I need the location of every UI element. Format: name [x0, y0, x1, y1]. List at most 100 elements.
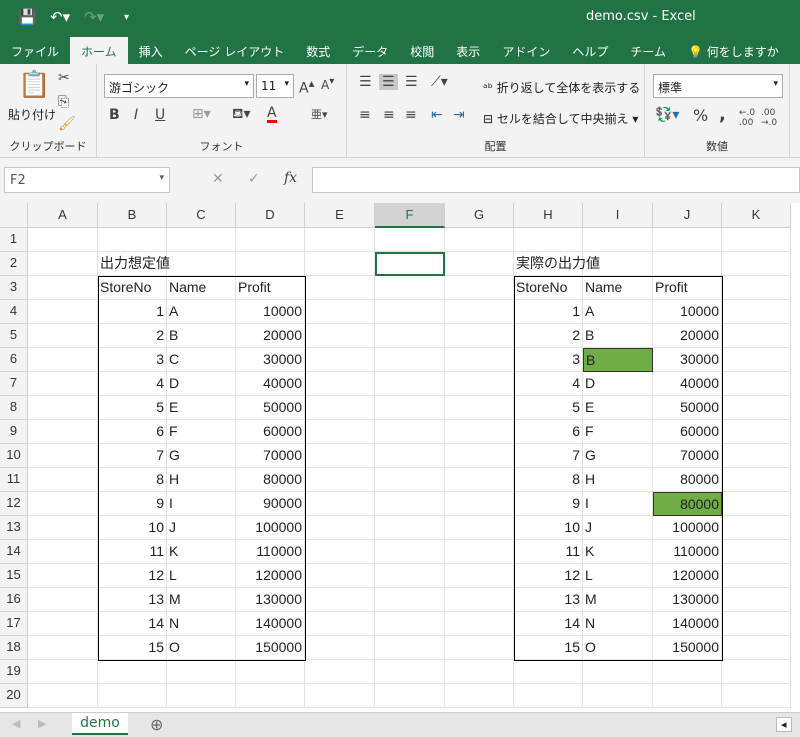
cell-D9[interactable]: 60000	[236, 420, 305, 444]
cell-I6[interactable]: B	[583, 348, 653, 372]
cell-E5[interactable]	[305, 324, 375, 348]
cell-B2[interactable]: 出力想定値	[98, 252, 170, 276]
cell-G1[interactable]	[445, 228, 514, 252]
cell-D1[interactable]	[236, 228, 305, 252]
cell-H5[interactable]: 2	[514, 324, 583, 348]
cell-E19[interactable]	[305, 660, 375, 684]
font-size-select[interactable]: 11 ▾	[256, 74, 294, 98]
number-format-select[interactable]: 標準 ▾	[653, 74, 783, 98]
cell-H15[interactable]: 12	[514, 564, 583, 588]
cell-E17[interactable]	[305, 612, 375, 636]
cell-B11[interactable]: 8	[98, 468, 167, 492]
cell-B20[interactable]	[98, 684, 167, 708]
cell-F17[interactable]	[375, 612, 445, 636]
cell-H1[interactable]	[514, 228, 583, 252]
row-header-14[interactable]: 14	[0, 540, 28, 564]
column-header-G[interactable]: G	[445, 203, 514, 228]
cell-F10[interactable]	[375, 444, 445, 468]
cell-E10[interactable]	[305, 444, 375, 468]
cell-E2[interactable]	[305, 252, 375, 276]
cell-I4[interactable]: A	[583, 300, 653, 324]
cell-A9[interactable]	[28, 420, 98, 444]
row-header-8[interactable]: 8	[0, 396, 28, 420]
cell-F20[interactable]	[375, 684, 445, 708]
row-header-20[interactable]: 20	[0, 684, 28, 708]
cell-B15[interactable]: 12	[98, 564, 167, 588]
cell-K2[interactable]	[722, 252, 791, 276]
format-painter-icon[interactable]: 🖌	[58, 116, 76, 132]
cell-K12[interactable]	[722, 492, 791, 516]
cell-I18[interactable]: O	[583, 636, 653, 660]
cell-A8[interactable]	[28, 396, 98, 420]
cell-C20[interactable]	[167, 684, 236, 708]
align-left-icon[interactable]: ≡	[359, 107, 371, 123]
cell-E13[interactable]	[305, 516, 375, 540]
cell-E18[interactable]	[305, 636, 375, 660]
cell-K19[interactable]	[722, 660, 791, 684]
cell-C11[interactable]: H	[167, 468, 236, 492]
tab-3[interactable]: ページ レイアウト	[184, 45, 285, 59]
wrap-text-button[interactable]: ᵃᵇ 折り返して全体を表示する	[483, 81, 641, 95]
currency-icon[interactable]: 💱▾	[655, 107, 680, 123]
cell-G13[interactable]	[445, 516, 514, 540]
cell-F11[interactable]	[375, 468, 445, 492]
cell-H4[interactable]: 1	[514, 300, 583, 324]
cell-I20[interactable]	[583, 684, 653, 708]
cell-C13[interactable]: J	[167, 516, 236, 540]
decrease-font-icon[interactable]: A▾	[321, 76, 335, 92]
tab-10[interactable]: チーム	[630, 45, 666, 59]
cell-B19[interactable]	[98, 660, 167, 684]
font-name-select[interactable]: 游ゴシック ▾	[104, 74, 254, 98]
cell-G8[interactable]	[445, 396, 514, 420]
cell-C18[interactable]: O	[167, 636, 236, 660]
cell-A16[interactable]	[28, 588, 98, 612]
row-header-10[interactable]: 10	[0, 444, 28, 468]
cell-D7[interactable]: 40000	[236, 372, 305, 396]
cell-F15[interactable]	[375, 564, 445, 588]
sheet-nav-left-icon[interactable]: ◀	[12, 717, 21, 730]
cell-F18[interactable]	[375, 636, 445, 660]
cell-C9[interactable]: F	[167, 420, 236, 444]
cell-H19[interactable]	[514, 660, 583, 684]
cell-C15[interactable]: L	[167, 564, 236, 588]
merge-center-button[interactable]: ⊟ セルを結合して中央揃え ▾	[483, 112, 639, 126]
cell-J11[interactable]: 80000	[653, 468, 722, 492]
row-header-19[interactable]: 19	[0, 660, 28, 684]
cell-F4[interactable]	[375, 300, 445, 324]
cell-A14[interactable]	[28, 540, 98, 564]
cell-A17[interactable]	[28, 612, 98, 636]
redo-icon[interactable]: ↷▾	[84, 8, 105, 26]
cell-F6[interactable]	[375, 348, 445, 372]
cell-K9[interactable]	[722, 420, 791, 444]
cell-C8[interactable]: E	[167, 396, 236, 420]
cell-I16[interactable]: M	[583, 588, 653, 612]
cell-I2[interactable]	[583, 252, 653, 276]
cell-B3[interactable]: StoreNo	[98, 276, 167, 300]
cell-C5[interactable]: B	[167, 324, 236, 348]
cell-G3[interactable]	[445, 276, 514, 300]
column-header-A[interactable]: A	[28, 203, 98, 228]
cell-C2[interactable]	[167, 252, 236, 276]
cell-A6[interactable]	[28, 348, 98, 372]
insert-function-icon[interactable]: fx	[284, 170, 298, 186]
add-sheet-icon[interactable]: ⊕	[150, 715, 164, 734]
cell-J18[interactable]: 150000	[653, 636, 722, 660]
cell-G9[interactable]	[445, 420, 514, 444]
cell-F19[interactable]	[375, 660, 445, 684]
cell-C1[interactable]	[167, 228, 236, 252]
cell-H9[interactable]: 6	[514, 420, 583, 444]
cell-K15[interactable]	[722, 564, 791, 588]
cell-B1[interactable]	[98, 228, 167, 252]
select-all-corner[interactable]	[0, 203, 28, 228]
cell-J19[interactable]	[653, 660, 722, 684]
cell-A11[interactable]	[28, 468, 98, 492]
cell-F14[interactable]	[375, 540, 445, 564]
cell-E6[interactable]	[305, 348, 375, 372]
row-header-12[interactable]: 12	[0, 492, 28, 516]
tab-6[interactable]: 校閲	[410, 45, 435, 59]
tab-9[interactable]: ヘルプ	[572, 45, 609, 59]
cell-E8[interactable]	[305, 396, 375, 420]
cell-E9[interactable]	[305, 420, 375, 444]
sheet-nav-right-icon[interactable]: ▶	[38, 717, 47, 730]
cell-G17[interactable]	[445, 612, 514, 636]
